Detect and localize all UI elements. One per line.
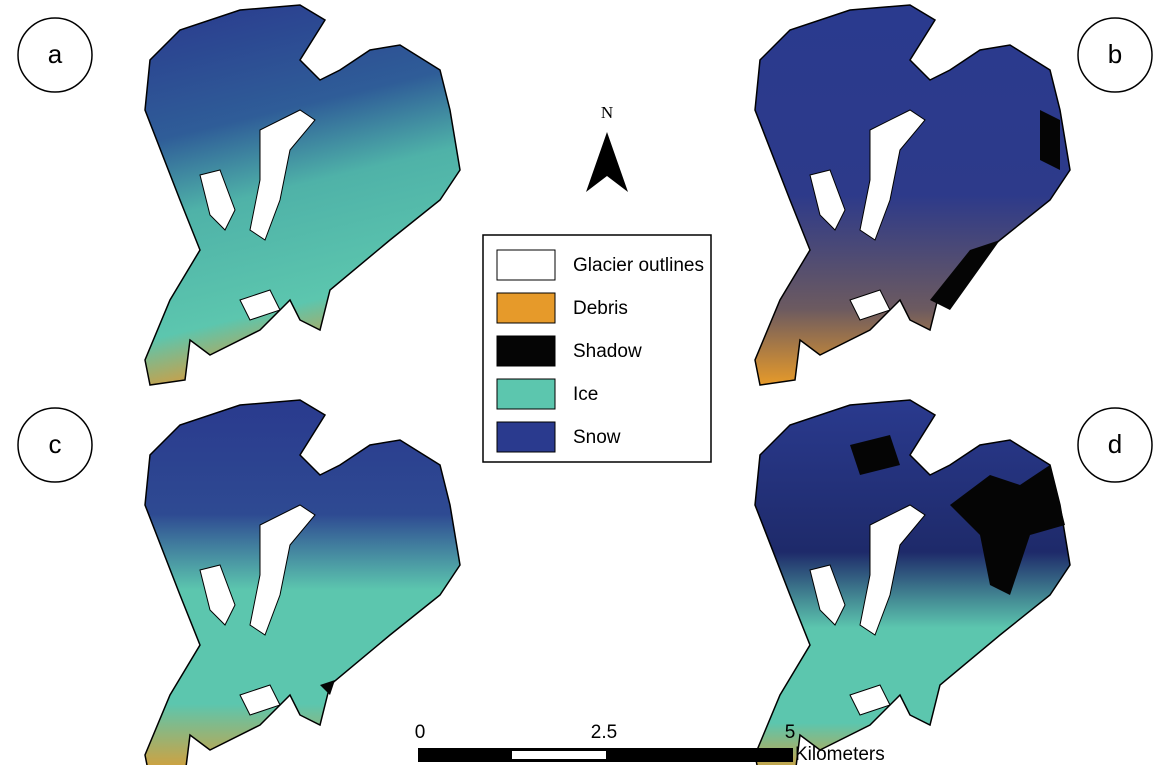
scale-bar-segment [512,751,606,759]
panel-c-map [144,399,461,765]
legend-swatch [496,421,556,453]
panel-circle [1077,407,1153,483]
scale-unit: Kilometers [795,744,885,765]
legend-label: Snow [573,427,621,448]
panel-circle [17,407,93,483]
legend-label: Ice [573,384,598,405]
panel-a-map [144,4,461,386]
panel-label: b [1108,39,1122,69]
legend-label: Glacier outlines [573,255,704,276]
north-label: N [601,103,613,122]
panel-b-map [754,4,1071,386]
panel-label: a [48,39,63,69]
scale-label: 0 [415,722,426,743]
legend-label: Shadow [573,341,642,362]
legend-swatch [496,378,556,410]
legend-swatch [496,335,556,367]
panel-label: c [49,429,62,459]
legend-label: Debris [573,298,628,319]
scale-label: 5 [785,722,796,743]
panel-circle [17,17,93,93]
scale-label: 2.5 [591,722,617,743]
panel-label: d [1108,429,1122,459]
legend-swatch [496,292,556,324]
panel-d-map [754,399,1071,765]
legend-swatch [496,249,556,281]
panel-circle [1077,17,1153,93]
north-arrow: N [586,103,628,192]
